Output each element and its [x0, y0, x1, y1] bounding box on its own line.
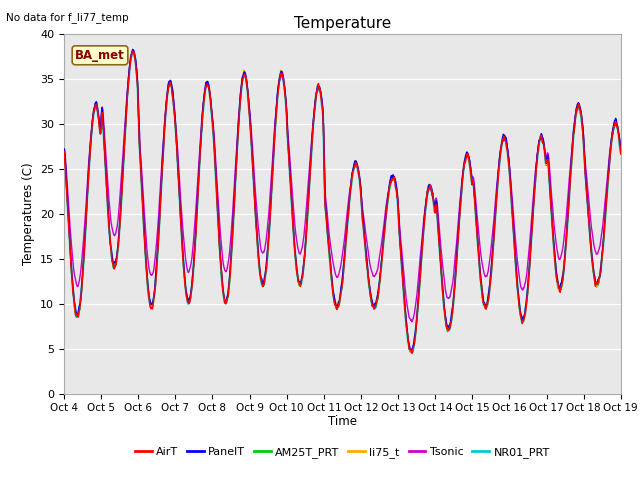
Text: BA_met: BA_met [75, 49, 125, 62]
Title: Temperature: Temperature [294, 16, 391, 31]
Y-axis label: Temperatures (C): Temperatures (C) [22, 162, 35, 265]
Text: No data for f_li77_temp: No data for f_li77_temp [6, 12, 129, 23]
Legend: AirT, PanelT, AM25T_PRT, li75_t, Tsonic, NR01_PRT: AirT, PanelT, AM25T_PRT, li75_t, Tsonic,… [131, 443, 554, 462]
X-axis label: Time: Time [328, 415, 357, 428]
